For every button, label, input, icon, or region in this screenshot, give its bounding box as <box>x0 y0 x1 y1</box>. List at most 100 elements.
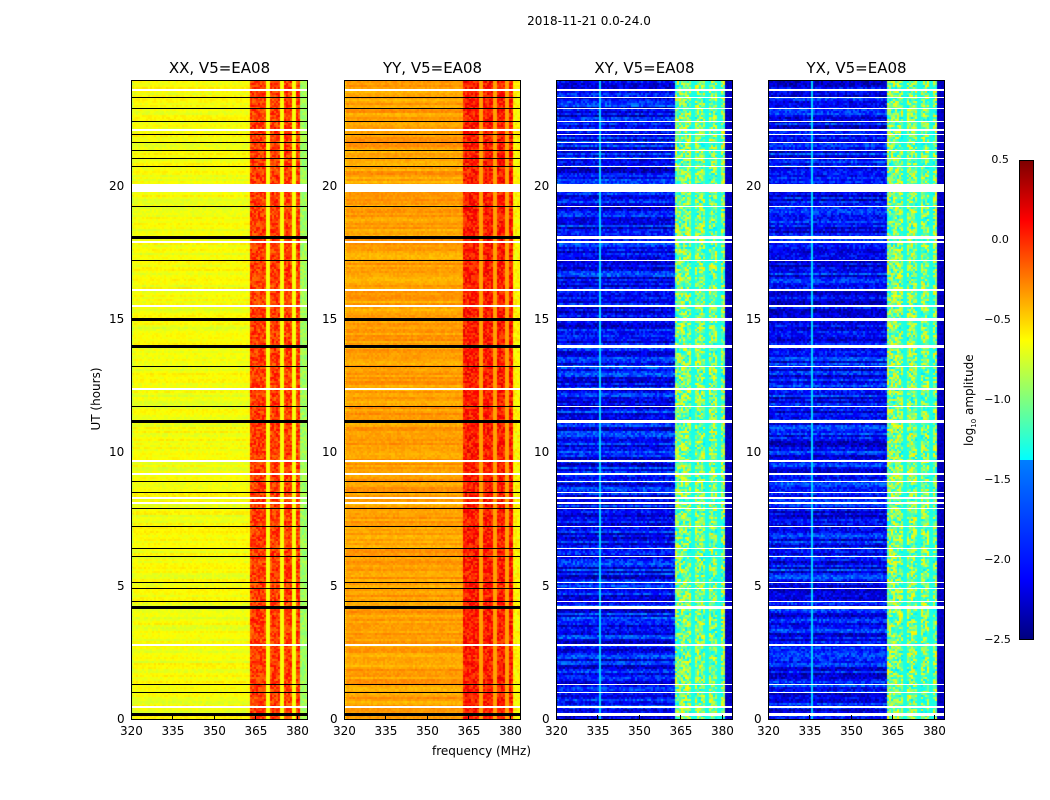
flagged-row <box>345 587 520 589</box>
heatmap-panel <box>768 80 945 720</box>
flagged-row <box>557 601 732 602</box>
y-tick-label: 15 <box>534 312 550 326</box>
flagged-row <box>132 587 307 589</box>
flagged-row <box>769 691 944 693</box>
flagged-row <box>132 419 307 423</box>
flagged-row <box>769 547 944 549</box>
x-tick-mark <box>426 715 428 720</box>
colorbar-tick-label: −1.5 <box>984 473 1011 486</box>
y-tick-label: 20 <box>534 178 550 193</box>
heatmap-image <box>345 81 520 719</box>
y-tick-label: 15 <box>746 312 762 326</box>
flagged-row <box>769 134 944 136</box>
flagged-row <box>345 419 520 423</box>
flagged-row <box>132 555 307 557</box>
x-axis-label: frequency (MHz) <box>432 744 532 758</box>
gap-row <box>557 459 732 462</box>
panel-title: YY, V5=EA08 <box>382 59 483 77</box>
flagged-row <box>345 150 520 152</box>
gap-row <box>769 643 944 646</box>
flagged-row <box>345 107 520 109</box>
x-tick-mark <box>809 715 811 720</box>
flagged-row <box>132 491 307 493</box>
flagged-row <box>769 235 944 239</box>
x-tick-label: 350 <box>627 724 651 738</box>
gap-row <box>557 305 732 307</box>
x-tick-mark <box>850 715 852 720</box>
gap-row <box>132 241 307 243</box>
flagged-row <box>345 121 520 122</box>
flagged-row <box>132 206 307 208</box>
gap-row <box>557 706 732 709</box>
gap-row <box>345 305 520 307</box>
flagged-row <box>345 142 520 144</box>
gap-row <box>769 241 944 243</box>
flagged-row <box>769 259 944 261</box>
flagged-row <box>132 259 307 261</box>
gap-row <box>132 305 307 307</box>
flagged-row <box>132 601 307 602</box>
x-tick-label: 380 <box>498 724 522 738</box>
colorbar-tick-label: −2.0 <box>984 553 1011 566</box>
flagged-row <box>132 150 307 152</box>
flagged-row <box>132 318 307 322</box>
flagged-row <box>132 683 307 685</box>
flagged-row <box>769 419 944 423</box>
flagged-row <box>769 601 944 602</box>
flagged-row <box>557 481 732 482</box>
flagged-row <box>132 107 307 109</box>
gap-row <box>345 497 520 499</box>
flagged-row <box>557 507 732 509</box>
flagged-row <box>345 582 520 584</box>
flagged-row <box>557 683 732 685</box>
flagged-row <box>557 587 732 589</box>
gap-row <box>132 502 307 505</box>
gap-row <box>769 706 944 709</box>
gap-row <box>769 129 944 131</box>
gap-row <box>132 387 307 390</box>
y-tick-label: 10 <box>746 445 762 460</box>
flagged-row <box>345 235 520 239</box>
gap-row <box>345 241 520 243</box>
x-tick-label: 365 <box>457 724 481 738</box>
x-tick-label: 320 <box>333 724 356 738</box>
gap-row <box>557 473 732 475</box>
flagged-row <box>345 259 520 261</box>
flagged-row <box>132 606 307 610</box>
panel-title: YX, V5=EA08 <box>806 59 907 77</box>
flagged-row <box>557 366 732 368</box>
x-tick-label: 365 <box>881 724 905 738</box>
panel-title: XY, V5=EA08 <box>594 59 695 77</box>
x-tick-mark <box>680 715 682 720</box>
x-tick-mark <box>892 715 894 720</box>
flagged-row <box>557 345 732 348</box>
flagged-row <box>769 107 944 109</box>
x-tick-mark <box>131 715 132 720</box>
flagged-row <box>345 366 520 368</box>
x-tick-label: 320 <box>757 724 780 738</box>
x-tick-mark <box>638 715 640 720</box>
gap-row <box>132 643 307 646</box>
flagged-row <box>557 582 732 584</box>
heatmap-panel <box>344 80 521 720</box>
gap-row <box>345 643 520 646</box>
y-tick-label: 5 <box>754 578 762 593</box>
colorbar-tick-label: −0.5 <box>984 313 1011 326</box>
x-tick-mark <box>468 715 470 720</box>
gap-row <box>132 497 307 499</box>
flagged-row <box>769 166 944 168</box>
gap-row <box>557 129 732 131</box>
flagged-row <box>769 507 944 509</box>
y-tick-label: 0 <box>754 712 762 726</box>
flagged-row <box>769 97 944 98</box>
x-tick-mark <box>768 715 769 720</box>
x-tick-label: 335 <box>798 724 822 738</box>
flagged-row <box>769 206 944 208</box>
flagged-row <box>557 526 732 528</box>
flagged-row <box>132 547 307 549</box>
flagged-row <box>132 691 307 693</box>
flagged-row <box>557 259 732 261</box>
gap-row <box>345 289 520 291</box>
flagged-row <box>345 318 520 322</box>
gap-row <box>132 706 307 709</box>
